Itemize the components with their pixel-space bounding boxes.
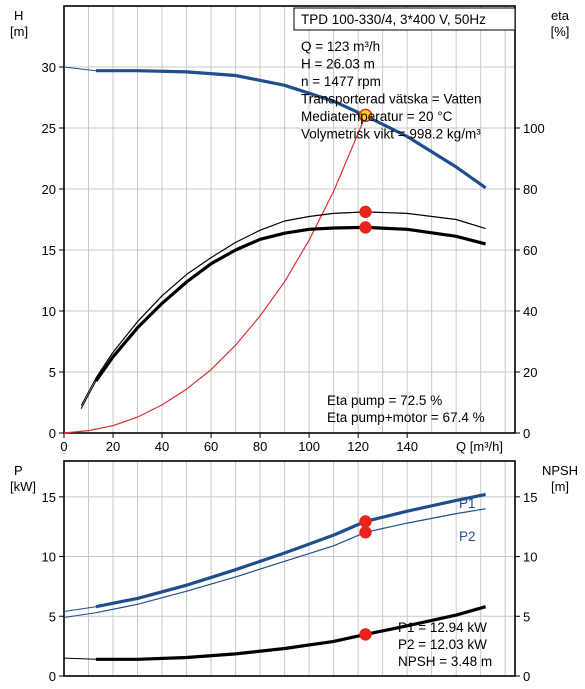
operating-point-marker bbox=[359, 526, 372, 539]
right-tick-label: 0 bbox=[523, 669, 530, 684]
right-tick-label: 80 bbox=[523, 182, 537, 197]
x-tick-label: 60 bbox=[204, 439, 218, 454]
operating-point-line: Transporterad vätska = Vatten bbox=[301, 92, 481, 107]
power-readout: P2 = 12.03 kW bbox=[398, 637, 487, 652]
bottom-panel: 0 5 10 15 0 5 10 15 P[kW] NPSH[m] P1 P2 P1 = 12.94 k… bbox=[10, 460, 578, 684]
operating-point-marker bbox=[358, 108, 373, 123]
left-tick-label: 15 bbox=[42, 490, 56, 505]
efficiency-readout: Eta pump+motor = 67.4 % bbox=[327, 410, 485, 425]
right-axis-label: eta bbox=[551, 8, 570, 23]
left-tick-label: 5 bbox=[49, 365, 56, 380]
left-tick-label: 10 bbox=[42, 304, 56, 319]
series-p2-label: P2 bbox=[459, 529, 476, 544]
series-p1-line-extension bbox=[63, 606, 96, 612]
power-readout: P1 = 12.94 kW bbox=[398, 620, 487, 635]
right-tick-label: 15 bbox=[523, 490, 537, 505]
efficiency-readout: Eta pump = 72.5 % bbox=[327, 393, 442, 408]
plot-frame bbox=[63, 5, 516, 434]
left-axis-unit: [m] bbox=[10, 24, 28, 39]
right-tick-label: 100 bbox=[523, 121, 545, 136]
left-axis-label: H bbox=[14, 8, 23, 23]
series-line-0 bbox=[95, 69, 487, 190]
x-tick-label: 0 bbox=[60, 439, 67, 454]
operating-point-line: n = 1477 rpm bbox=[301, 74, 381, 89]
x-tick-label: 120 bbox=[347, 439, 369, 454]
operating-point-line: Volymetrisk vikt = 998.2 kg/m³ bbox=[301, 127, 481, 142]
series-line-1 bbox=[63, 115, 367, 434]
right-tick-label: 20 bbox=[523, 365, 537, 380]
right-tick-label: 10 bbox=[523, 550, 537, 565]
series-line-3-extension bbox=[80, 380, 97, 409]
title-box bbox=[293, 7, 516, 31]
x-axis-label: Q [m³/h] bbox=[456, 439, 503, 454]
operating-point-marker bbox=[359, 205, 372, 219]
left-tick-label: 0 bbox=[49, 426, 56, 441]
plot-frame bbox=[63, 460, 516, 677]
left-tick-label: 5 bbox=[49, 609, 56, 624]
operating-point-line: Q = 123 m³/h bbox=[301, 39, 380, 54]
right-axis-label: NPSH bbox=[542, 463, 578, 478]
series-line-2 bbox=[95, 605, 487, 661]
x-tick-label: 20 bbox=[106, 439, 120, 454]
series-line-2-extension bbox=[80, 377, 97, 406]
left-tick-label: 10 bbox=[42, 550, 56, 565]
series-p2-line-extension bbox=[63, 612, 96, 618]
series-line-2 bbox=[95, 211, 486, 379]
operating-point-line: H = 26.03 m bbox=[301, 57, 375, 72]
right-axis-unit: [%] bbox=[551, 24, 570, 39]
left-tick-label: 20 bbox=[42, 182, 56, 197]
left-tick-label: 25 bbox=[42, 121, 56, 136]
x-tick-label: 140 bbox=[396, 439, 418, 454]
right-tick-label: 60 bbox=[523, 243, 537, 258]
right-tick-label: 0 bbox=[523, 426, 530, 441]
left-tick-label: 15 bbox=[42, 243, 56, 258]
top-panel: 0 5 10 15 20 25 30 0 20 40 60 80 100 0 20 40 60 80 100 120 1… bbox=[10, 5, 570, 454]
series-line-3 bbox=[94, 225, 487, 383]
operating-point-marker bbox=[359, 221, 372, 234]
right-tick-label: 40 bbox=[523, 304, 537, 319]
series-line-0-extension bbox=[63, 66, 96, 72]
power-readout: NPSH = 3.48 m bbox=[398, 654, 492, 669]
x-tick-label: 40 bbox=[155, 439, 169, 454]
right-axis-unit: [m] bbox=[551, 479, 569, 494]
x-tick-label: 100 bbox=[298, 439, 320, 454]
series-line-2-extension bbox=[63, 657, 96, 660]
series-p1-line bbox=[95, 492, 486, 609]
series-p1-label: P1 bbox=[459, 496, 476, 511]
operating-point-line: Mediatemperatur = 20 °C bbox=[301, 109, 453, 124]
operating-point-marker bbox=[359, 515, 372, 528]
left-axis-label: P bbox=[14, 463, 23, 478]
chart-title: TPD 100-330/4, 3*400 V, 50Hz bbox=[301, 12, 486, 27]
left-tick-label: 0 bbox=[49, 669, 56, 684]
operating-point-marker bbox=[359, 628, 372, 641]
x-tick-label: 80 bbox=[253, 439, 267, 454]
series-p2-line bbox=[95, 508, 486, 614]
right-tick-label: 5 bbox=[523, 609, 530, 624]
left-tick-label: 30 bbox=[42, 60, 56, 75]
left-axis-unit: [kW] bbox=[10, 479, 36, 494]
